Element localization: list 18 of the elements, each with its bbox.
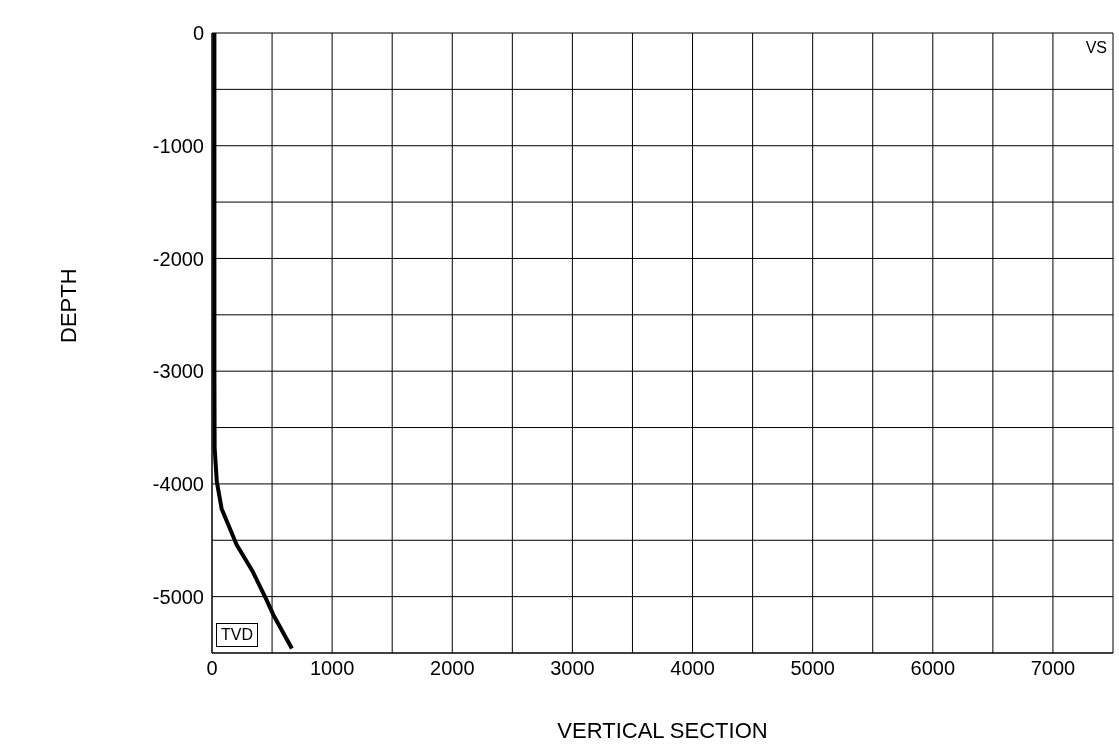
x-tick-label: 3000 [550,657,595,680]
annotation: VS [1083,39,1109,57]
y-tick-label: -5000 [152,585,204,608]
y-tick-label: 0 [192,22,204,45]
y-tick-label: -3000 [152,360,204,383]
x-axis-title: VERTICAL SECTION [557,718,768,743]
y-axis-title: DEPTH [55,268,81,343]
y-tick-label: -2000 [152,247,204,270]
x-tick-label: 5000 [790,657,835,680]
y-tick-label: -1000 [152,134,204,157]
x-tick-label: 0 [206,657,218,680]
x-tick-label: 7000 [1030,657,1076,680]
x-tick-label: 4000 [670,657,715,680]
x-tick-label: 6000 [910,657,956,680]
x-tick-label: 2000 [430,657,475,680]
x-tick-label: 1000 [309,657,355,680]
annotation: TVD [216,623,258,647]
y-tick-label: -4000 [152,473,204,496]
